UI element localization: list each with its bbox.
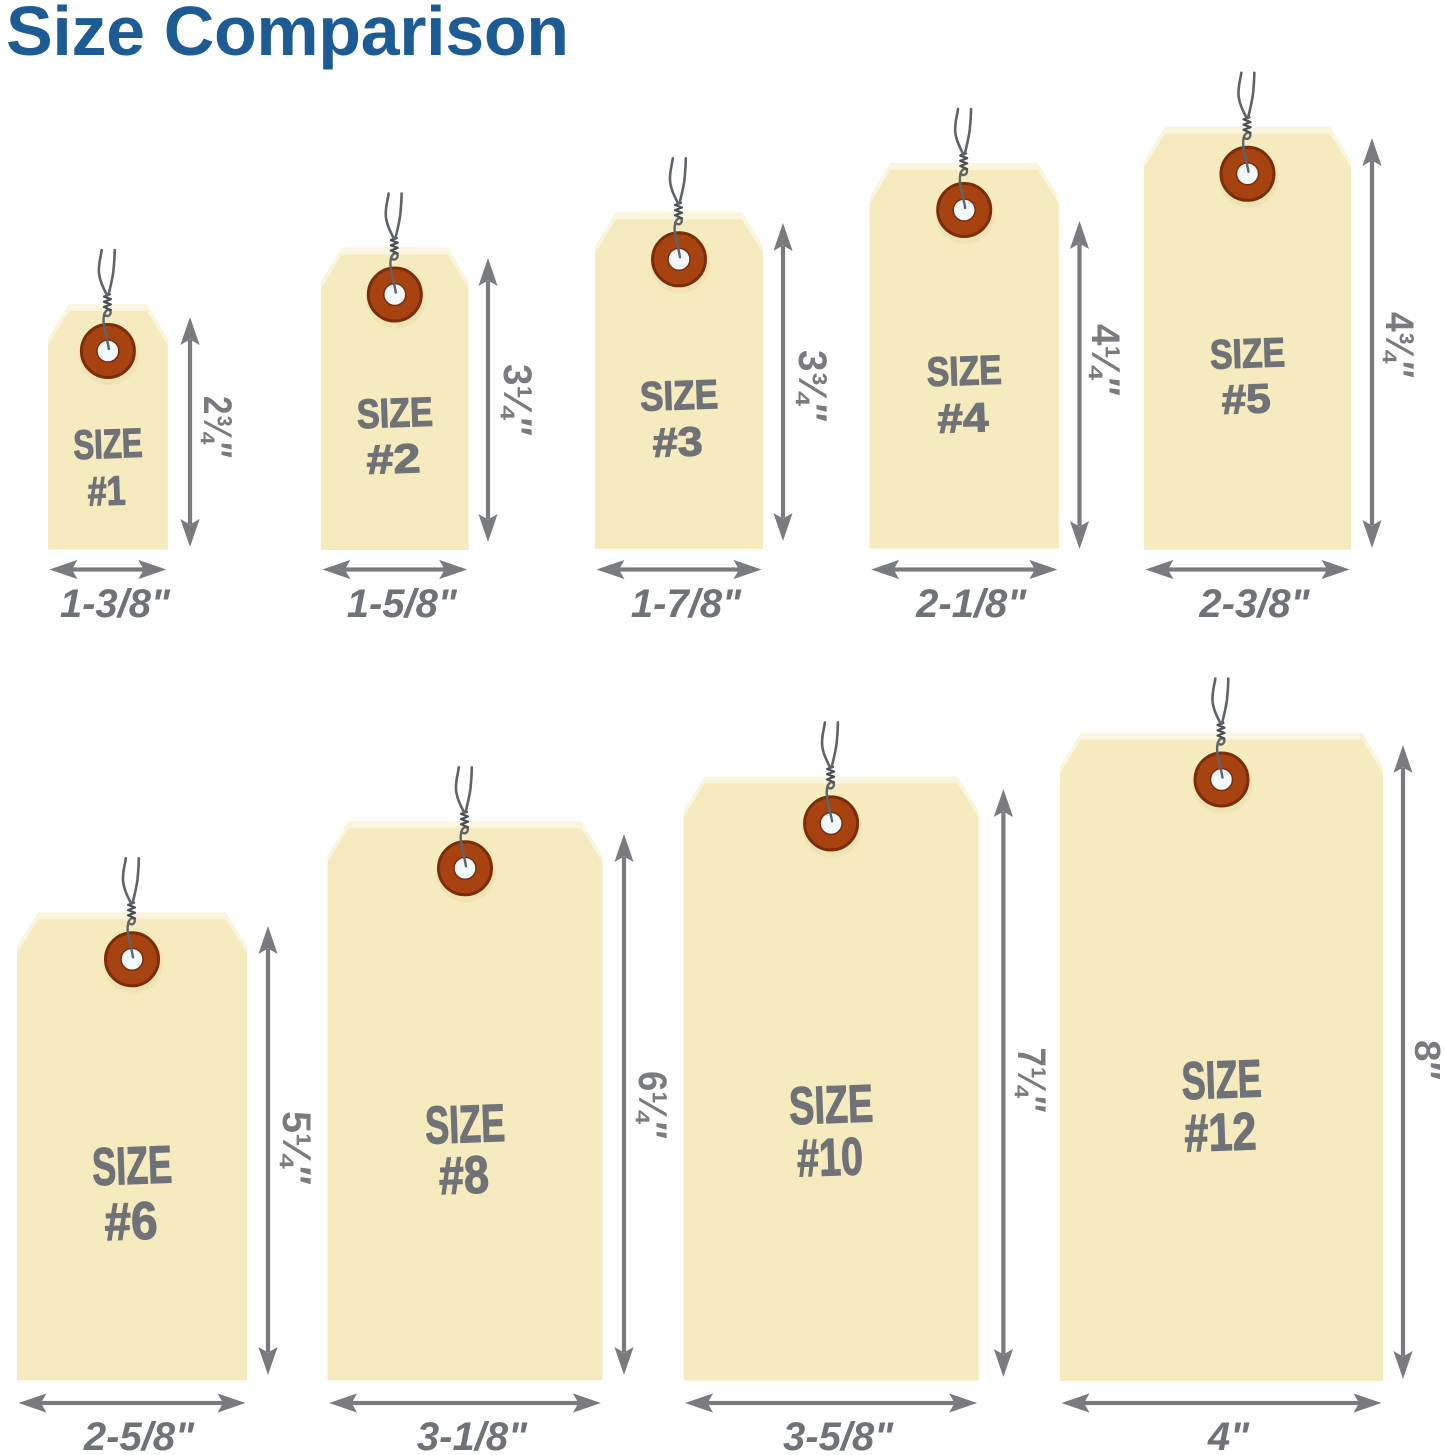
svg-text:2-5/8": 2-5/8" — [83, 1415, 195, 1455]
svg-text:SIZE: SIZE — [639, 371, 719, 420]
svg-text:2-3/8": 2-3/8" — [1198, 582, 1310, 626]
svg-text:SIZE: SIZE — [356, 389, 434, 438]
svg-text:3-5/8": 3-5/8" — [783, 1415, 894, 1455]
svg-text:4¼″: 4¼″ — [1083, 324, 1127, 396]
svg-text:#8: #8 — [438, 1146, 490, 1207]
svg-text:#10: #10 — [796, 1127, 864, 1188]
svg-text:SIZE: SIZE — [1181, 1049, 1263, 1111]
svg-text:7¼″: 7¼″ — [1009, 1048, 1053, 1113]
svg-text:2¾″: 2¾″ — [195, 396, 239, 458]
svg-text:4¾″: 4¾″ — [1377, 312, 1421, 378]
svg-text:SIZE: SIZE — [1209, 329, 1286, 378]
svg-text:3¼″: 3¼″ — [495, 364, 539, 436]
svg-text:SIZE: SIZE — [73, 420, 144, 468]
svg-text:#6: #6 — [104, 1191, 159, 1252]
svg-text:#3: #3 — [652, 418, 704, 466]
svg-text:2-1/8": 2-1/8" — [915, 582, 1027, 626]
svg-text:SIZE: SIZE — [926, 347, 1003, 396]
svg-text:4": 4" — [1207, 1415, 1250, 1455]
svg-text:SIZE: SIZE — [788, 1074, 874, 1136]
svg-text:1-7/8": 1-7/8" — [631, 582, 742, 626]
svg-text:1-3/8": 1-3/8" — [60, 582, 171, 626]
svg-text:#5: #5 — [1221, 375, 1272, 423]
svg-text:#12: #12 — [1183, 1102, 1257, 1163]
svg-text:#2: #2 — [366, 435, 422, 483]
svg-text:5¼″: 5¼″ — [274, 1111, 318, 1185]
svg-text:Size Comparison: Size Comparison — [6, 0, 569, 70]
svg-text:SIZE: SIZE — [424, 1094, 506, 1156]
svg-text:3¾″: 3¾″ — [790, 350, 834, 422]
svg-text:#4: #4 — [937, 394, 990, 442]
svg-text:#1: #1 — [87, 467, 127, 514]
svg-text:3-1/8": 3-1/8" — [417, 1415, 528, 1455]
svg-text:SIZE: SIZE — [91, 1135, 173, 1197]
svg-text:1-5/8": 1-5/8" — [347, 582, 458, 626]
svg-text:8″: 8″ — [1407, 1040, 1445, 1080]
svg-text:6¼″: 6¼″ — [630, 1071, 674, 1139]
